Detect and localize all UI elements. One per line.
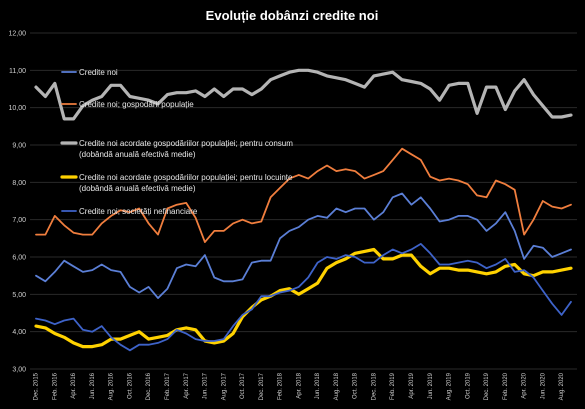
x-tick-label: Dec. 2015 bbox=[34, 372, 40, 400]
y-tick-label: 5,00 bbox=[12, 292, 26, 299]
x-tick-label: Aug. 2020 bbox=[559, 372, 565, 400]
x-tick-label: Aug. 2017 bbox=[221, 372, 227, 400]
y-tick-label: 3,00 bbox=[12, 367, 26, 374]
series-line-3 bbox=[34, 68, 573, 121]
legend-label-4: Credite noi acordate gospodăriilor popul… bbox=[79, 173, 293, 193]
x-tick-label: Feb. 2018 bbox=[278, 372, 284, 400]
x-tick-label: Jun. 2017 bbox=[203, 372, 209, 399]
y-tick-label: 8,00 bbox=[12, 180, 26, 187]
x-tick-label: Apr. 2019 bbox=[409, 372, 415, 398]
x-axis-ticks: Dec. 2015 Feb. 2016 Apr. 2016 Jun. 2016 Aug.… bbox=[34, 372, 566, 400]
legend-label-2: Credite noi; gospodării populație bbox=[79, 100, 194, 109]
x-tick-label: Feb. 2019 bbox=[390, 372, 396, 400]
y-axis-ticks: 12,00 11,00 10,00 9,00 8,00 7,00 6,00 5,00 4,00 3… bbox=[8, 31, 26, 374]
x-tick-label: Dec. 2017 bbox=[259, 372, 265, 400]
legend: Credite noi Credite noi; gospodării popul… bbox=[60, 68, 293, 216]
y-tick-label: 9,00 bbox=[12, 143, 26, 150]
series-line-1 bbox=[35, 192, 572, 300]
series-line-2 bbox=[35, 147, 572, 244]
x-tick-label: Oct. 2018 bbox=[353, 372, 359, 399]
series-line-5 bbox=[35, 242, 572, 352]
legend-label-1: Credite noi bbox=[79, 68, 118, 77]
y-tick-label: 10,00 bbox=[8, 105, 26, 112]
chart-title: Evoluție dobânzi credite noi bbox=[206, 8, 379, 23]
legend-label-5: Credite noi; societăți nefinanciare bbox=[79, 207, 198, 216]
x-tick-label: Jun. 2020 bbox=[540, 372, 546, 399]
x-tick-label: Apr. 2017 bbox=[184, 372, 190, 398]
x-tick-label: Jun. 2019 bbox=[428, 372, 434, 399]
x-tick-label: Dec. 2016 bbox=[146, 372, 152, 400]
x-tick-label: Jun. 2018 bbox=[315, 372, 321, 399]
legend-label-3: Credite noi acordate gospodăriilor popul… bbox=[79, 139, 293, 159]
x-tick-label: Jun. 2016 bbox=[90, 372, 96, 399]
x-tick-label: Apr. 2016 bbox=[71, 372, 77, 398]
x-tick-label: Aug. 2018 bbox=[334, 372, 340, 400]
x-tick-label: Dec. 2019 bbox=[484, 372, 490, 400]
y-tick-label: 4,00 bbox=[12, 329, 26, 336]
y-tick-label: 6,00 bbox=[12, 255, 26, 262]
x-tick-label: Aug. 2019 bbox=[447, 372, 453, 400]
x-tick-label: Feb. 2017 bbox=[165, 372, 171, 400]
x-tick-label: Aug. 2016 bbox=[109, 372, 115, 400]
x-tick-label: Dec. 2018 bbox=[371, 372, 377, 400]
x-tick-label: Oct. 2019 bbox=[465, 372, 471, 399]
y-tick-label: 11,00 bbox=[9, 68, 26, 75]
series-line-4 bbox=[34, 247, 573, 349]
y-tick-label: 7,00 bbox=[12, 217, 26, 224]
x-tick-label: Feb. 2020 bbox=[503, 372, 509, 400]
x-tick-label: Apr. 2018 bbox=[296, 372, 302, 398]
x-tick-label: Oct. 2017 bbox=[240, 372, 246, 399]
y-tick-label: 12,00 bbox=[8, 31, 26, 38]
x-tick-label: Apr. 2020 bbox=[522, 372, 528, 398]
x-tick-label: Oct. 2016 bbox=[127, 372, 133, 399]
series-lines bbox=[34, 68, 573, 352]
x-tick-label: Feb. 2016 bbox=[52, 372, 58, 400]
